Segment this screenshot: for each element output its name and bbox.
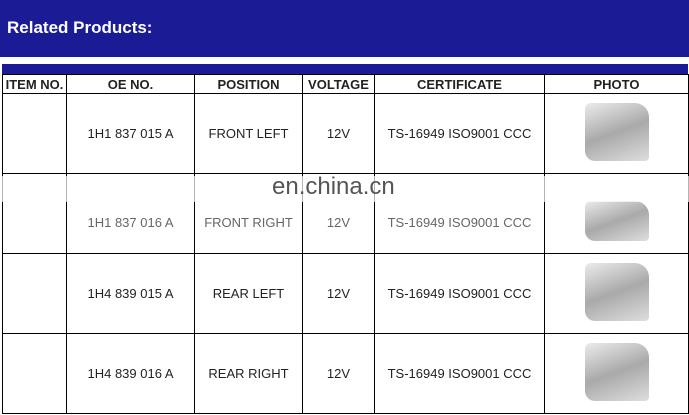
voltage-cell: 12V bbox=[302, 333, 375, 414]
watermark: en.china.cn bbox=[272, 173, 395, 200]
table-row: 1H4 839 015 A REAR LEFT 12V TS-16949 ISO… bbox=[2, 253, 689, 334]
item-cell bbox=[2, 93, 67, 174]
voltage-cell: 12V bbox=[302, 253, 375, 334]
header-row: ITEM NO. OE NO. POSITION VOLTAGE CERTIFI… bbox=[2, 74, 689, 94]
photo-cell bbox=[544, 93, 689, 174]
watermark-band bbox=[0, 176, 689, 202]
product-photo bbox=[584, 201, 649, 241]
position-cell: REAR RIGHT bbox=[194, 333, 303, 414]
table-row: 1H1 837 015 A FRONT LEFT 12V TS-16949 IS… bbox=[2, 93, 689, 174]
section-title: Related Products: bbox=[7, 18, 153, 37]
table-row: 1H4 839 016 A REAR RIGHT 12V TS-16949 IS… bbox=[2, 333, 689, 414]
position-cell: REAR LEFT bbox=[194, 253, 303, 334]
col-voltage: VOLTAGE bbox=[302, 74, 375, 94]
certificate-cell: TS-16949 ISO9001 CCC bbox=[374, 253, 545, 334]
photo-cell bbox=[544, 253, 689, 334]
col-oe: OE NO. bbox=[66, 74, 195, 94]
divider-bar bbox=[2, 64, 688, 74]
products-table: ITEM NO. OE NO. POSITION VOLTAGE CERTIFI… bbox=[2, 74, 689, 414]
item-cell bbox=[2, 253, 67, 334]
item-cell bbox=[2, 333, 67, 414]
certificate-cell: TS-16949 ISO9001 CCC bbox=[374, 93, 545, 174]
col-item: ITEM NO. bbox=[2, 74, 67, 94]
photo-cell bbox=[544, 333, 689, 414]
certificate-cell: TS-16949 ISO9001 CCC bbox=[374, 333, 545, 414]
position-cell: FRONT LEFT bbox=[194, 93, 303, 174]
voltage-cell: 12V bbox=[302, 93, 375, 174]
col-position: POSITION bbox=[194, 74, 303, 94]
product-photo bbox=[584, 263, 649, 321]
oe-cell: 1H4 839 015 A bbox=[66, 253, 195, 334]
title-banner: Related Products: bbox=[0, 0, 689, 57]
oe-cell: 1H1 837 015 A bbox=[66, 93, 195, 174]
oe-cell: 1H4 839 016 A bbox=[66, 333, 195, 414]
product-photo bbox=[584, 103, 649, 161]
col-certificate: CERTIFICATE bbox=[374, 74, 545, 94]
product-photo bbox=[584, 343, 649, 401]
col-photo: PHOTO bbox=[544, 74, 689, 94]
